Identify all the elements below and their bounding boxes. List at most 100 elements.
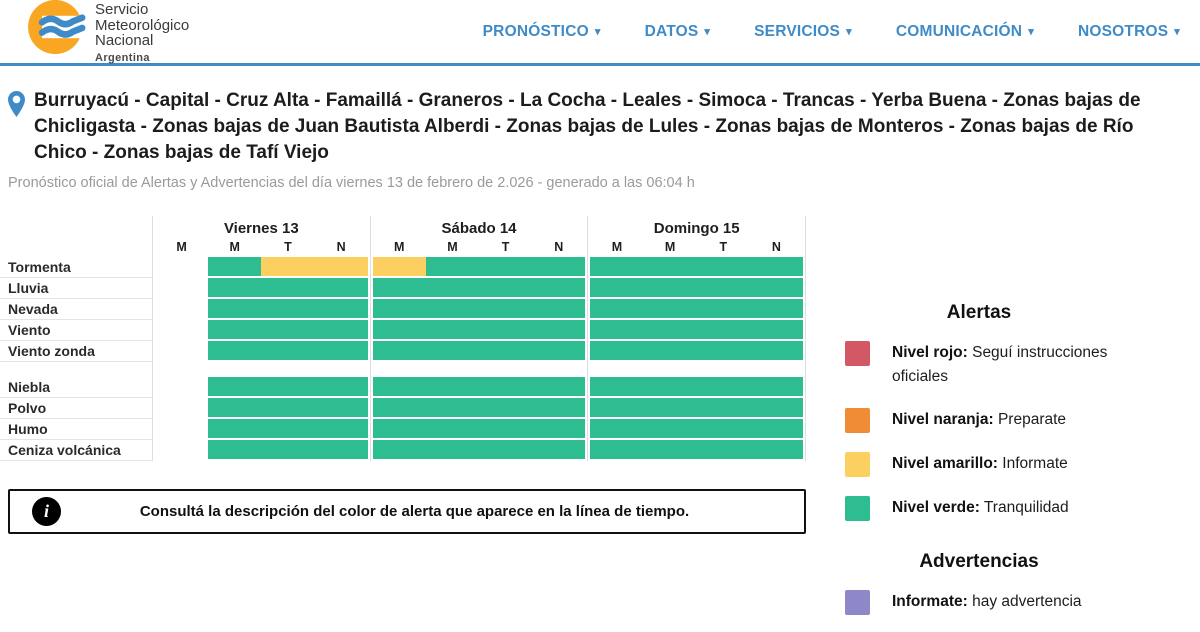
timeline-cell: [372, 257, 426, 276]
nav-item-label: PRONÓSTICO: [482, 22, 589, 40]
day-header-1: Sábado 14: [369, 216, 588, 240]
timeline-cell: [643, 440, 697, 459]
timeline-day-cells: [587, 398, 807, 419]
nav-item-nosotros[interactable]: NOSOTROS ▾: [1078, 23, 1180, 41]
timeline-day-gap: [152, 362, 370, 377]
timeline-cell: [643, 320, 697, 339]
legend-item-text: Nivel naranja: Preparate: [892, 411, 1067, 428]
timeline-cell: [749, 377, 804, 396]
site-header: Servicio Meteorológico Nacional Argentin…: [0, 0, 1200, 66]
timeline-cell: [479, 419, 533, 438]
timeline-cell: [314, 398, 368, 417]
legend-item-text: Nivel amarillo: Informate: [892, 455, 1068, 472]
nav-item-pronostico[interactable]: PRONÓSTICO ▾: [483, 23, 601, 41]
timeline-cell: [590, 440, 644, 459]
timeline-cell: [261, 320, 315, 339]
timeline-row: Nevada: [0, 299, 807, 320]
timeline-cell: [208, 440, 262, 459]
timeline-cell: [479, 398, 533, 417]
period-label: M: [229, 240, 240, 254]
timeline-cell: [479, 440, 533, 459]
timeline-day-cells: [369, 257, 588, 278]
timeline-cell: [643, 398, 697, 417]
timeline-label-spacer: [0, 216, 152, 240]
timeline-cell: [208, 419, 262, 438]
timeline-cell: [696, 257, 750, 276]
chevron-down-icon: ▾: [704, 26, 711, 38]
timeline-day-gap: [587, 362, 807, 377]
timeline-label-spacer: [0, 362, 152, 377]
timeline-cell: [590, 299, 644, 318]
timeline-cell: [372, 419, 426, 438]
timeline-day-cells: [587, 299, 807, 320]
location-title-block: Burruyacú - Capital - Cruz Alta - Famail…: [8, 88, 1186, 166]
timeline-cell: [749, 440, 804, 459]
timeline-row-label: Polvo: [0, 398, 152, 419]
period-label: T: [501, 240, 510, 254]
legend-item: Informate: hay advertencia: [845, 590, 1113, 615]
timeline-cell: [590, 320, 644, 339]
warnings-legend-items: Informate: hay advertenciaTranquilidad: …: [845, 590, 1113, 632]
timeline-label-spacer: [0, 240, 152, 257]
nav-item-comunicacion[interactable]: COMUNICACIÓN ▾: [896, 23, 1034, 41]
legend-item-text: Informate: hay advertencia: [892, 593, 1082, 610]
timeline-cell: [696, 341, 750, 360]
period-label: M: [394, 240, 405, 254]
timeline-cell: [479, 257, 533, 276]
timeline-cell: [696, 419, 750, 438]
nav-item-servicios[interactable]: SERVICIOS ▾: [754, 23, 852, 41]
timeline-cell: [590, 257, 644, 276]
timeline-cell: [314, 278, 368, 297]
timeline-cell: [425, 320, 480, 339]
timeline-cell: [532, 377, 586, 396]
legend-item: Nivel naranja: Preparate: [845, 408, 1113, 433]
timeline-cell: [155, 320, 208, 339]
smn-logo[interactable]: Servicio Meteorológico Nacional Argentin…: [28, 0, 189, 66]
timeline-day-cells: [587, 320, 807, 341]
legend-panel: Alertas Nivel rojo: Seguí instrucciones …: [845, 302, 1113, 632]
timeline-cell: [261, 299, 315, 318]
timeline-cell: [749, 419, 804, 438]
period-label: N: [336, 240, 346, 254]
timeline-cell: [208, 377, 262, 396]
nav-item-datos[interactable]: DATOS ▾: [645, 23, 711, 41]
timeline-cell: [696, 377, 750, 396]
day-header-0: Viernes 13: [152, 216, 370, 240]
timeline-cell: [208, 278, 262, 297]
timeline-row: Viento: [0, 320, 807, 341]
timeline-row: Niebla: [0, 377, 807, 398]
timeline-cell: [425, 440, 480, 459]
timeline-cell: [155, 257, 208, 276]
timeline-cell: [314, 299, 368, 318]
location-title: Burruyacú - Capital - Cruz Alta - Famail…: [34, 90, 1141, 163]
timeline-cell: [155, 398, 208, 417]
smn-logo-icon: [28, 0, 86, 55]
timeline-day-cells: [152, 377, 370, 398]
timeline-cell: [749, 257, 804, 276]
legend-swatch: [845, 496, 870, 521]
timeline-day-cells: [369, 419, 588, 440]
timeline-cell: [425, 341, 480, 360]
timeline-row-label: Humo: [0, 419, 152, 440]
legend-item: Nivel rojo: Seguí instrucciones oficiale…: [845, 341, 1113, 389]
timeline-cell: [749, 341, 804, 360]
timeline-cell: [372, 299, 426, 318]
timeline-cell: [749, 299, 804, 318]
timeline-day-cells: [369, 320, 588, 341]
timeline-cell: [155, 440, 208, 459]
timeline-cell: [372, 278, 426, 297]
period-label: M: [176, 240, 187, 254]
alerts-legend-title: Alertas: [946, 302, 1012, 323]
nav-item-label: SERVICIOS: [754, 22, 841, 40]
timeline-cell: [261, 257, 315, 276]
timeline-cell: [208, 299, 262, 318]
legend-item: Nivel amarillo: Informate: [845, 452, 1113, 477]
timeline-cell: [314, 377, 368, 396]
timeline-cell: [532, 278, 586, 297]
timeline-row-label: Viento zonda: [0, 341, 152, 362]
legend-swatch: [845, 408, 870, 433]
timeline-cell: [372, 440, 426, 459]
timeline-cell: [532, 341, 586, 360]
